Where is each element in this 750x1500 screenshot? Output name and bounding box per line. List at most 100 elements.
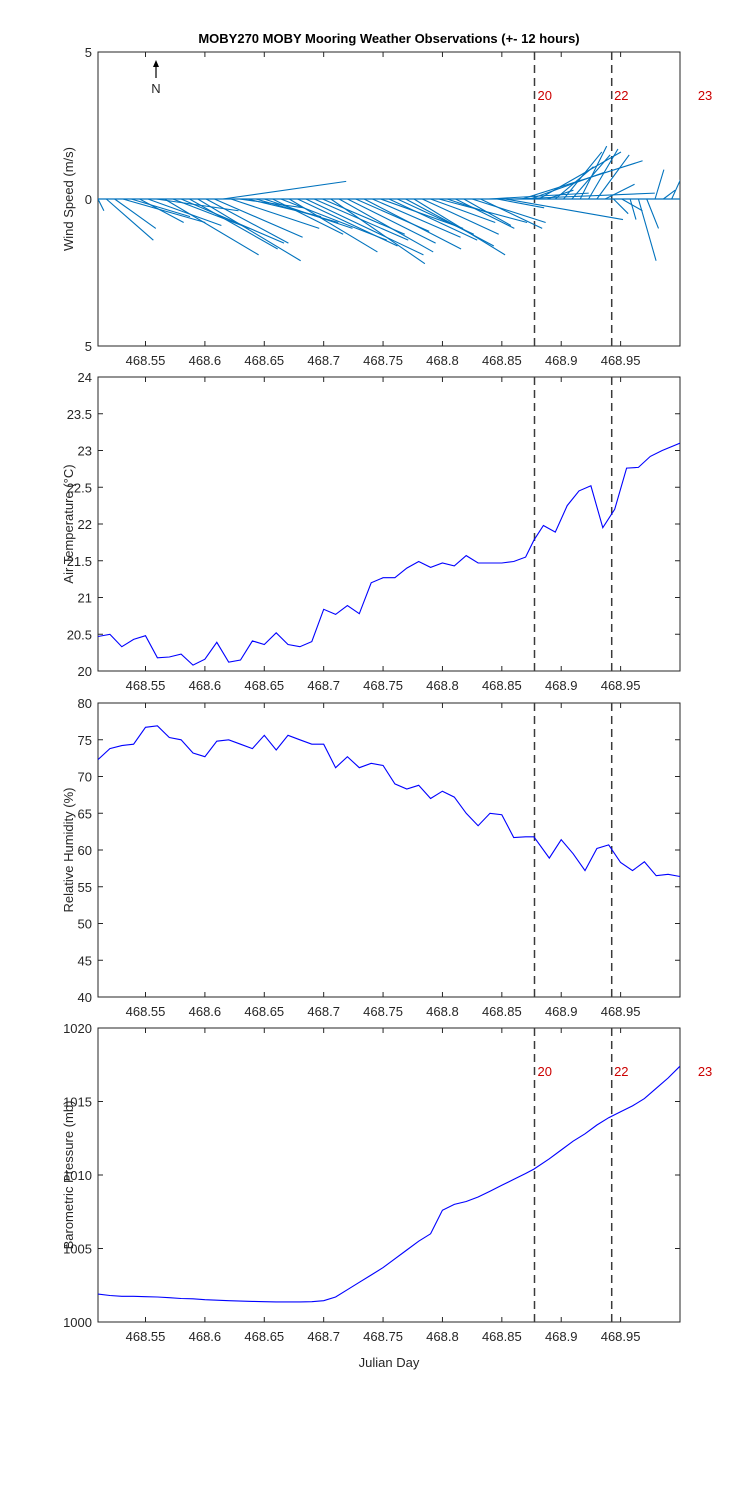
wind-stick (455, 198, 515, 229)
wind-stick (579, 145, 608, 200)
y-tick-label: 60 (78, 843, 92, 858)
wind-sticks (98, 145, 680, 265)
humidity-y-axis-label: Relative Humidity (%) (61, 788, 76, 913)
x-tick-label: 468.65 (244, 1004, 284, 1019)
wind-stick (554, 166, 594, 200)
y-tick-label: 20.5 (67, 627, 92, 642)
wind-stick (280, 198, 387, 241)
wind-stick (214, 198, 303, 238)
wind-stick (305, 198, 424, 256)
wind-y-axis-label: Wind Speed (m/s) (61, 147, 76, 251)
wind-stick (637, 198, 657, 261)
wind-stick (288, 198, 378, 253)
temperature-y-axis-label: Air Temperature (°C) (61, 464, 76, 583)
wind-stick (538, 151, 622, 200)
y-tick-label: 75 (78, 733, 92, 748)
x-tick-label: 468.9 (545, 353, 578, 368)
y-tick-label: 40 (78, 990, 92, 1005)
x-tick-label: 468.7 (307, 1329, 340, 1344)
wind-stick (654, 169, 665, 200)
x-tick-label: 468.8 (426, 353, 459, 368)
marker-label: 23 (698, 88, 712, 103)
wind-stick (297, 198, 398, 247)
panels: 468.55 468.6 468.65 468.7 468.75 468.8 468.85 4… (61, 45, 712, 1344)
wind-stick (98, 198, 105, 212)
x-axis-label: Julian Day (359, 1355, 420, 1370)
x-tick-label: 468.85 (482, 353, 522, 368)
x-tick-label: 468.9 (545, 678, 578, 693)
wind-stick (164, 198, 259, 256)
x-tick-label: 468.8 (426, 1329, 459, 1344)
x-tick-label: 468.8 (426, 678, 459, 693)
wind-stick (596, 154, 630, 200)
x-tick-label: 468.9 (545, 1329, 578, 1344)
pressure-y-axis-label: Barometric Pressure (mb) (61, 1101, 76, 1250)
x-tick-label: 468.9 (545, 1004, 578, 1019)
x-tick-label: 468.55 (126, 1329, 166, 1344)
pressure-series-line (98, 1065, 680, 1303)
marker-label: 23 (698, 1064, 712, 1079)
wind-stick (180, 198, 285, 244)
wind-stick (272, 198, 344, 235)
x-tick-label: 468.85 (482, 678, 522, 693)
marker-label: 22 (614, 88, 628, 103)
wind-stick (114, 198, 157, 229)
humidity-axes-frame (97, 702, 681, 998)
y-tick-label: 50 (78, 917, 92, 932)
wind-stick (604, 183, 635, 200)
temperature-series-line (98, 442, 680, 666)
pressure-axes-frame (97, 1027, 681, 1323)
wind-stick (105, 198, 154, 241)
x-tick-label: 468.65 (244, 1329, 284, 1344)
x-tick-label: 468.8 (426, 1004, 459, 1019)
wind-stick (147, 198, 222, 226)
wind-stick (338, 198, 434, 253)
north-arrowhead-icon (153, 60, 159, 67)
wind-panel: 468.55 468.6 468.65 468.7 468.75 468.8 468.85 4… (61, 45, 712, 368)
wind-stick (372, 198, 461, 238)
wind-stick (264, 198, 353, 229)
humidity-series-line (98, 725, 680, 878)
y-tick-label: 1000 (63, 1315, 92, 1330)
north-label: N (151, 81, 160, 96)
wind-stick (629, 198, 637, 220)
x-tick-label: 468.95 (601, 678, 641, 693)
y-tick-label: 55 (78, 880, 92, 895)
y-tick-label: 22 (78, 517, 92, 532)
wind-stick (172, 198, 250, 229)
wind-stick (139, 198, 184, 224)
marker-label: 22 (614, 1064, 628, 1079)
y-tick-label: 70 (78, 770, 92, 785)
y-tick-label: 5 (85, 339, 92, 354)
wind-stick (189, 198, 278, 250)
y-tick-label: 23 (78, 444, 92, 459)
y-tick-label: 20 (78, 664, 92, 679)
x-tick-label: 468.65 (244, 353, 284, 368)
y-tick-label: 45 (78, 953, 92, 968)
x-tick-label: 468.55 (126, 678, 166, 693)
x-tick-label: 468.7 (307, 353, 340, 368)
wind-stick (222, 180, 347, 200)
y-tick-label: 24 (78, 370, 92, 385)
x-tick-label: 468.95 (601, 1004, 641, 1019)
marker-label: 20 (537, 88, 551, 103)
wind-stick (663, 189, 676, 200)
wind-stick (613, 198, 629, 215)
wind-stick (347, 198, 436, 244)
wind-stick (230, 198, 320, 229)
y-tick-label: 1010 (63, 1168, 92, 1183)
y-tick-label: 21 (78, 591, 92, 606)
y-tick-label: 1020 (63, 1021, 92, 1036)
wind-stick (513, 192, 655, 200)
y-tick-label: 1015 (63, 1095, 92, 1110)
x-tick-label: 468.55 (126, 353, 166, 368)
wind-stick (430, 198, 496, 224)
wind-stick (563, 151, 603, 200)
wind-stick (588, 148, 619, 200)
x-tick-label: 468.85 (482, 1004, 522, 1019)
x-tick-label: 468.7 (307, 678, 340, 693)
figure-title: MOBY270 MOBY Mooring Weather Observation… (198, 31, 579, 46)
y-tick-label: 0 (85, 192, 92, 207)
y-tick-label: 65 (78, 806, 92, 821)
wind-stick (671, 179, 680, 200)
